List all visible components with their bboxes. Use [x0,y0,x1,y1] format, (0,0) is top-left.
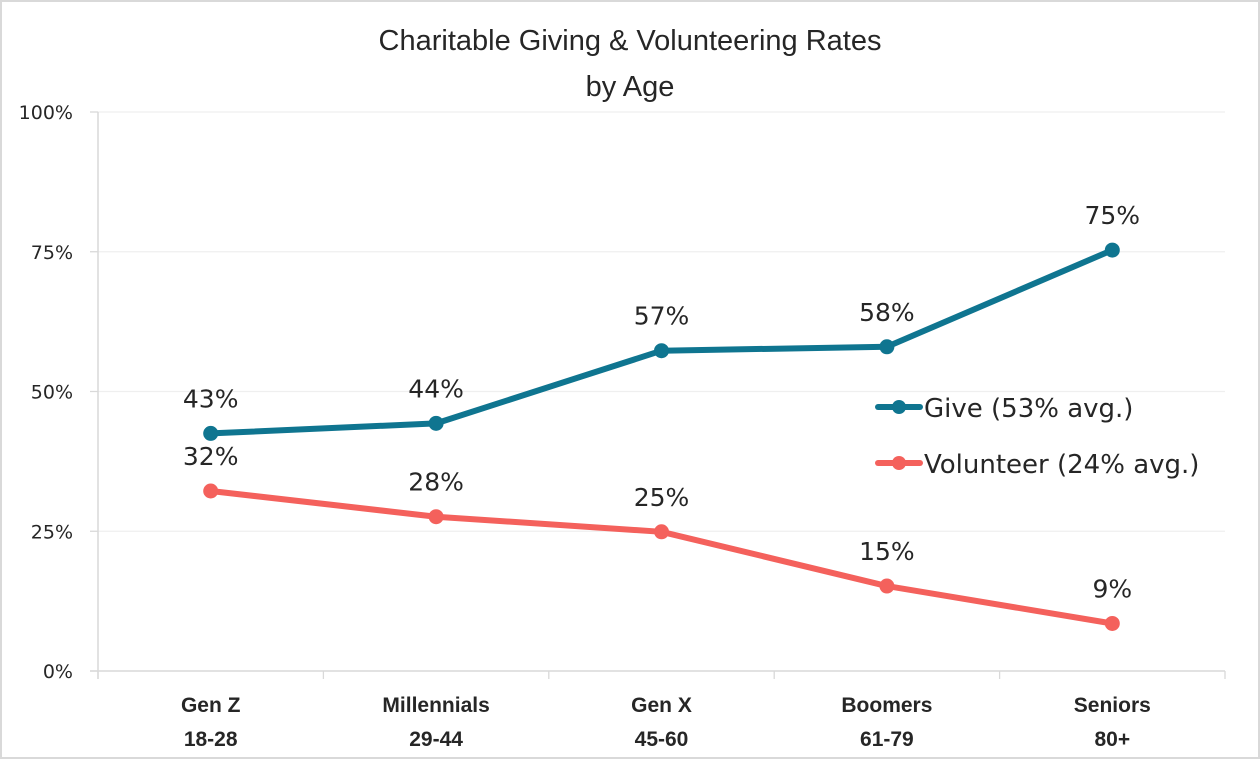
series-give: 43% 44% 57% 58% 75% [183,201,1140,441]
data-point [1104,615,1120,631]
x-tick-label-range: 45-60 [635,728,689,751]
data-label: 75% [1085,201,1141,230]
legend-item-volunteer: Volunteer (24% avg.) [875,450,1199,480]
x-tick-label-name: Seniors [1074,694,1151,717]
data-point [879,339,895,355]
legend: Give (53% avg.) Volunteer (24% avg.) [875,394,1199,480]
y-tick-label: 50% [31,382,73,404]
legend-label: Volunteer (24% avg.) [924,450,1199,480]
x-tick-label-range: 61-79 [860,728,914,751]
y-tick-label: 75% [31,242,73,264]
y-tick-label: 0% [43,661,73,683]
data-point [879,578,895,594]
data-label: 9% [1092,574,1132,603]
data-point [428,415,444,431]
legend-marker-icon [892,456,906,470]
data-point [203,425,219,441]
legend-label: Give (53% avg.) [924,394,1133,424]
x-tick-label-name: Gen Z [181,694,241,717]
chart-title: Charitable Giving & Volunteering Rates b… [379,25,882,103]
x-tick-label-range: 29-44 [409,728,463,751]
legend-item-give: Give (53% avg.) [875,394,1133,424]
legend-marker-icon [892,400,906,414]
data-point [428,509,444,525]
y-tick-label: 25% [31,521,73,543]
data-point [1104,242,1120,258]
x-axis-ticks: Gen Z 18-28 Millennials 29-44 Gen X 45-60 Boom… [181,694,1151,751]
y-tick-label: 100% [19,102,73,124]
data-label: 43% [183,384,239,413]
data-point [654,524,669,540]
data-label: 32% [183,442,239,471]
data-label: 15% [859,537,915,566]
data-point [203,483,219,499]
data-label: 58% [859,298,915,327]
chart-title-line-2: by Age [586,71,675,103]
chart-title-line-1: Charitable Giving & Volunteering Rates [379,25,882,57]
x-tick-label-range: 80+ [1094,728,1130,751]
series-group: 43% 44% 57% 58% 75% 32% 28% 25% 15% 9% [183,201,1140,631]
data-label: 57% [634,302,690,331]
x-tick-label-range: 18-28 [184,728,238,751]
data-label: 28% [408,468,464,497]
x-tick-label-name: Boomers [841,694,932,717]
series-volunteer: 32% 28% 25% 15% 9% [183,442,1132,631]
data-label: 44% [408,374,464,403]
x-tick-label-name: Millennials [382,694,489,717]
data-point [654,343,669,359]
x-tick-label-name: Gen X [631,694,692,717]
axes [90,111,1226,679]
y-axis-ticks: 0% 25% 50% 75% 100% [19,102,73,683]
data-label: 25% [634,483,690,512]
